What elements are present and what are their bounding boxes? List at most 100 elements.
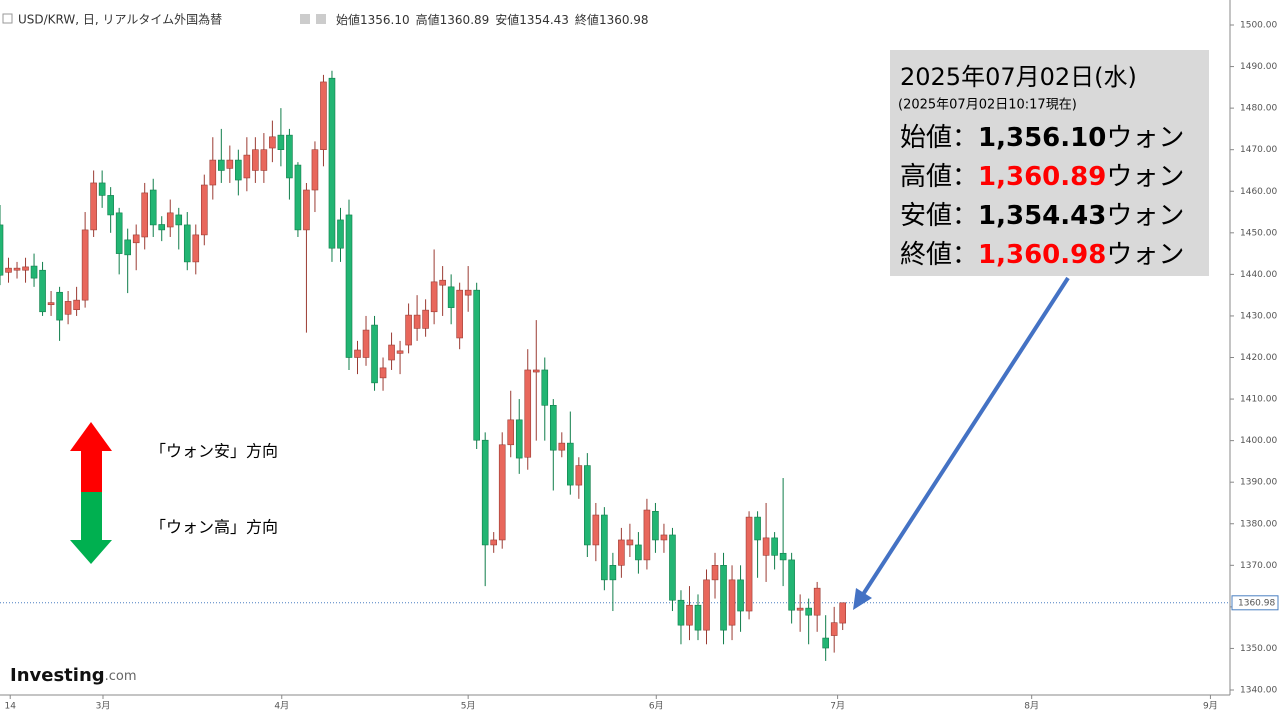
callout-arrow-head [853,588,872,610]
row-value: 1,354.43 [978,201,1106,231]
ohlc-name: 安値 [495,12,519,27]
candle-body [243,154,251,179]
y-tick-label: 1420.00 [1240,353,1277,363]
candle-body [277,134,285,150]
annotation-box [890,50,1209,276]
up-direction-label: 「ウォン安」方向 [150,442,278,461]
candle-body [771,537,778,556]
candle-body [124,239,131,256]
candle-body [677,599,685,626]
y-tick-label: 1500.00 [1240,21,1277,31]
candle-body [90,182,97,231]
collapse-icon[interactable] [2,13,13,24]
candle-body [115,212,123,254]
direction-legend: 「ウォン安」方向 「ウォン高」方向 [70,422,278,564]
candle-body [311,149,319,191]
candle-body [737,579,744,612]
candle-body [532,369,540,373]
candle-body [362,329,370,358]
candle-body [413,314,421,329]
candle-body [56,291,63,321]
row-value: 1,356.10 [978,123,1106,153]
candle-body [762,537,770,556]
y-tick-label: 1470.00 [1240,145,1277,155]
candle-body [422,309,429,329]
candle-body [754,516,761,541]
x-tick-label: 7月 [830,701,845,712]
row-unit: ウォン [1106,201,1184,231]
candle-body [354,349,361,358]
row-value: 1,360.98 [978,240,1106,270]
row-label: 始値： [900,123,978,153]
x-tick-label: 8月 [1024,701,1039,712]
annotation-row: 終値：1,360.98ウォン [900,240,1184,270]
x-tick-label: 14 [4,702,16,712]
last-price-label: 1360.98 [1238,598,1275,608]
candle-body [388,344,395,361]
y-tick-label: 1350.00 [1240,644,1277,654]
hide-icon[interactable] [316,14,326,24]
ohlc-text: 始値1356.10 高値1360.89 安値1354.43 終値1360.98 [336,12,649,27]
y-tick-label: 1430.00 [1240,311,1277,321]
candle-body [0,224,4,276]
candle-body [507,419,515,446]
y-tick-label: 1480.00 [1240,104,1277,114]
annotation-date: 2025年07月02日(水) [900,63,1137,91]
candle-body [584,465,591,546]
candle-body [328,77,336,249]
candle-body [498,444,506,541]
candle-body [98,182,106,196]
ohlc-name: 終値 [575,12,599,27]
symbol: USD/KRW, 日, リアルタイム外国為替 [18,13,222,27]
candle-body [107,195,114,216]
candle-body [13,267,21,271]
candle-body [30,265,38,279]
candle-body [5,267,12,273]
candle-body [260,149,268,171]
candle-body [813,587,821,616]
candle-body [728,579,736,626]
row-unit: ウォン [1106,162,1184,192]
candle-body [235,159,242,181]
candle-body [796,607,804,611]
settings-icon[interactable] [300,14,310,24]
candle-body [447,286,455,308]
candle-body [609,565,617,581]
candle-body [175,214,183,226]
y-tick-label: 1370.00 [1240,561,1277,571]
candle-body [405,314,412,346]
x-tick-label: 3月 [96,701,111,712]
x-tick-label: 4月 [274,701,289,712]
candle-body [303,189,310,231]
candle-body [132,234,140,244]
candle-body [788,559,795,611]
ohlc-value: 1360.98 [599,13,649,27]
candle-body [515,419,523,459]
candle-body [830,622,838,636]
up-arrow-body [81,450,102,493]
y-tick-label: 1490.00 [1240,62,1277,72]
candle-body [626,539,634,546]
candle-body [73,299,80,311]
candle-body [39,269,46,313]
candle-body [81,229,89,301]
row-unit: ウォン [1106,123,1184,153]
candle-body [269,136,276,149]
candle-body [183,224,191,263]
candle-body [779,552,787,561]
row-label: 安値： [900,201,978,231]
candle-body [200,184,208,236]
candle-body [703,579,710,631]
candle-body [618,539,625,566]
y-tick-label: 1450.00 [1240,228,1277,238]
callout-arrow [860,276,1070,598]
row-label: 高値： [900,162,978,192]
y-tick-label: 1400.00 [1240,436,1277,446]
candle-body [805,607,812,616]
candle-body [320,81,327,150]
candle-body [549,404,557,451]
candle-body [337,219,344,249]
annotation-row: 安値：1,354.43ウォン [900,201,1184,231]
